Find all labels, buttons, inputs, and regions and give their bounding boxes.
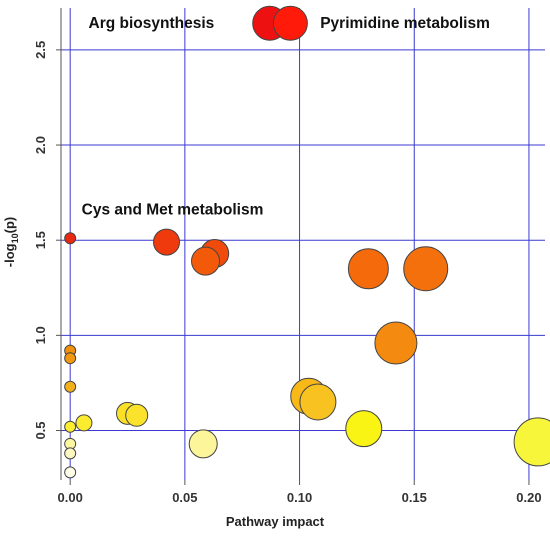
y-tick-label: 2.0: [33, 136, 48, 154]
pathway-point: [153, 228, 181, 256]
annotations: Arg biosynthesis Pyrimidine metabolism Cys…: [82, 15, 490, 219]
x-tick-label: 0.15: [402, 490, 427, 505]
pathway-annotation: Arg biosynthesis: [89, 15, 215, 32]
data-points: [64, 5, 550, 479]
y-axis-label-main: -log: [2, 243, 17, 267]
y-tick-label: 2.5: [33, 41, 48, 59]
pathway-point: [125, 403, 149, 427]
pathway-point: [64, 232, 77, 245]
y-axis-label-sub: 10: [10, 233, 20, 243]
pathway-point: [64, 352, 77, 365]
pathway-point: [75, 414, 93, 432]
pathway-point: [403, 246, 449, 292]
y-axis-ticks: 0.5 1.0 1.5 2.0 2.5: [33, 41, 61, 440]
x-tick-label: 0.20: [516, 490, 541, 505]
pathway-point: [345, 410, 383, 448]
pathway-point: [64, 420, 77, 433]
x-tick-label: 0.05: [172, 490, 197, 505]
pathway-point: [188, 429, 218, 459]
pathway-point: [272, 5, 308, 41]
pathway-point: [64, 447, 77, 460]
pathway-annotation: Pyrimidine metabolism: [320, 15, 490, 32]
pathway-point: [299, 383, 337, 421]
pathway-point: [64, 466, 77, 479]
y-tick-label: 1.0: [33, 326, 48, 344]
pathway-point: [347, 248, 389, 290]
x-axis-ticks: 0.00 0.05 0.10 0.15 0.20: [58, 480, 542, 505]
y-tick-label: 0.5: [33, 421, 48, 439]
pathway-point: [513, 417, 550, 467]
x-axis-label: Pathway impact: [226, 514, 325, 529]
x-tick-label: 0.10: [287, 490, 312, 505]
grid-lines: [61, 8, 545, 480]
y-axis-label: -log10(p): [2, 217, 20, 267]
pathway-point: [64, 380, 77, 393]
y-tick-label: 1.5: [33, 231, 48, 249]
pathway-point: [374, 321, 418, 365]
pathway-annotation: Cys and Met metabolism: [82, 202, 264, 219]
y-axis-label-tail: (p): [2, 217, 17, 234]
pathway-point: [191, 246, 221, 276]
x-tick-label: 0.00: [58, 490, 83, 505]
